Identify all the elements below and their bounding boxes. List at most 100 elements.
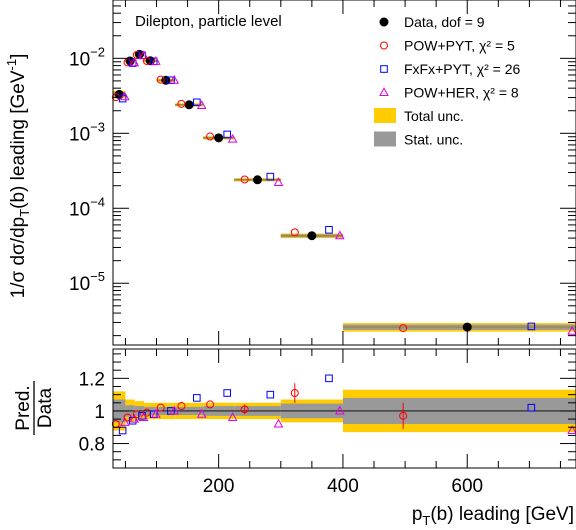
main-ytick-base-1: 10	[69, 124, 90, 145]
fxfx_pyt-ratio-5	[193, 394, 201, 402]
x-axis-title-rest: (b) leading [GeV]	[430, 504, 574, 525]
data-point-5	[184, 100, 194, 110]
pow_pyt-main-4	[156, 75, 165, 84]
fxfx_pyt-main-5	[193, 98, 201, 107]
main-ytick-exp-2: −4	[90, 194, 105, 209]
uncertainty-bands	[113, 52, 576, 433]
legend-marker-fxfx_pyt	[380, 65, 388, 73]
pow_her-main-5	[196, 100, 207, 109]
main-ytick-label-3: 10−5	[69, 269, 105, 295]
fxfx_pyt-main-9	[527, 322, 536, 331]
pow_pyt-main-7	[240, 175, 249, 184]
pow_pyt-ratio-5	[177, 402, 186, 411]
pow_pyt-main-2	[132, 51, 141, 60]
fxfx_pyt-main-6	[223, 130, 231, 139]
legend-label-data: Data, dof = 9	[404, 14, 485, 30]
pow_pyt-main-5	[177, 99, 186, 108]
main-ytick-exp-0: −2	[90, 44, 105, 59]
main-ytick-base-3: 10	[69, 274, 90, 295]
ratio-y-axis-title: Pred. Data	[13, 381, 56, 435]
ratio-ytick-label-1: 1	[94, 402, 105, 423]
pow_her-main-9	[567, 325, 576, 335]
pow_her-ratio-0	[119, 417, 130, 426]
pow_her-main-1	[129, 57, 140, 67]
pow_pyt-main-9	[399, 324, 408, 333]
fxfx_pyt-main-8	[325, 226, 333, 234]
fxfx_pyt-main-0	[118, 94, 127, 103]
legend-label-stat: Stat. unc.	[404, 132, 463, 148]
ratio-ytick-label-0: 0.8	[79, 435, 105, 456]
pow_her-main-4	[169, 74, 180, 84]
xtick-label-2: 600	[451, 476, 483, 497]
y-axis-title-main: 1/σ dσ/dp	[8, 217, 29, 299]
main-ytick-label-1: 10−3	[69, 119, 105, 145]
main-ytick-label-2: 10−4	[69, 194, 105, 220]
fxfx_pyt-ratio-9	[527, 403, 536, 412]
legend: Data, dof = 9 POW+PYT, χ² = 5 FxFx+PYT, χ²…	[374, 14, 520, 148]
pow_pyt-ratio-2	[132, 410, 141, 419]
pow_her-ratio-9	[567, 425, 576, 435]
data-point-8	[307, 231, 317, 241]
legend-swatch-stat	[374, 131, 396, 147]
x-axis-title-main: p	[412, 504, 423, 525]
xtick-label-1: 400	[327, 476, 359, 497]
xtick-label-0: 200	[203, 476, 235, 497]
pow_her-main-0	[119, 91, 130, 101]
data-point-7	[252, 175, 262, 185]
legend-label-pow_her: POW+HER, χ² = 8	[404, 85, 519, 101]
main-ytick-exp-3: −5	[90, 269, 105, 284]
ratio-title-numerator: Pred.	[13, 385, 34, 430]
pow_her-ratio-1	[129, 413, 140, 423]
bin-lines	[113, 53, 576, 412]
legend-label-pow_pyt: POW+PYT, χ² = 5	[404, 38, 515, 54]
ratio-frame	[112, 348, 576, 469]
x-axis-title-sub: T	[422, 513, 430, 528]
pow_her-main-7	[273, 177, 284, 186]
legend-marker-data	[379, 17, 389, 27]
legend-label-total: Total unc.	[404, 108, 464, 124]
y-axis-title: 1/σ dσ/dpT(b) leading [GeV-1]	[4, 54, 32, 299]
pow_her-ratio-8	[334, 405, 345, 415]
data-point-6	[214, 133, 224, 143]
pow_her-ratio-2	[138, 412, 149, 421]
fxfx_pyt-ratio-8	[325, 374, 333, 383]
legend-marker-pow_her	[379, 87, 389, 96]
pow_her-ratio-3	[151, 408, 161, 418]
data-markers	[111, 49, 576, 435]
pow_pyt-main-8	[290, 228, 299, 237]
data-point-0	[114, 89, 124, 99]
pow_her-ratio-6	[227, 412, 238, 421]
y-axis-title-end: ]	[8, 54, 29, 59]
pow_her-ratio-7	[273, 418, 284, 428]
fxfx_pyt-ratio-0	[118, 426, 127, 435]
legend-label-fxfx_pyt: FxFx+PYT, χ² = 26	[404, 61, 520, 77]
pow_pyt-ratio-6	[206, 400, 215, 409]
pow_pyt-main-1	[123, 58, 132, 67]
y-axis-title-sub: T	[17, 209, 32, 217]
panel-label: Dilepton, particle level	[135, 13, 282, 30]
ratio-title-denominator: Data	[35, 388, 56, 429]
x-axis-title: pT(b) leading [GeV]	[412, 504, 574, 528]
y-axis-title-mid: (b) leading [GeV	[8, 70, 29, 209]
pow_her-main-2	[138, 50, 149, 60]
main-ytick-exp-1: −3	[90, 119, 105, 134]
pow_her-ratio-5	[196, 408, 207, 418]
pow_pyt-main-6	[206, 132, 215, 141]
fxfx_pyt-ratio-6	[223, 389, 231, 397]
pow_pyt-ratio-4	[156, 403, 165, 412]
y-axis-title-sup: -1	[4, 59, 19, 71]
main-ytick-base-2: 10	[69, 199, 90, 220]
fxfx_pyt-main-1	[128, 59, 137, 67]
fxfx_pyt-main-7	[266, 172, 275, 181]
pow_her-main-6	[227, 133, 238, 143]
main-ytick-label-0: 10−2	[69, 44, 105, 70]
ratio-ytick-label-2: 1.2	[79, 369, 105, 390]
main-ytick-base-0: 10	[69, 49, 90, 70]
pow_her-main-3	[151, 56, 161, 65]
pow_her-main-8	[334, 230, 345, 240]
data-point-9	[462, 322, 472, 332]
legend-swatch-total	[374, 108, 396, 123]
pow_her-ratio-4	[169, 405, 180, 415]
